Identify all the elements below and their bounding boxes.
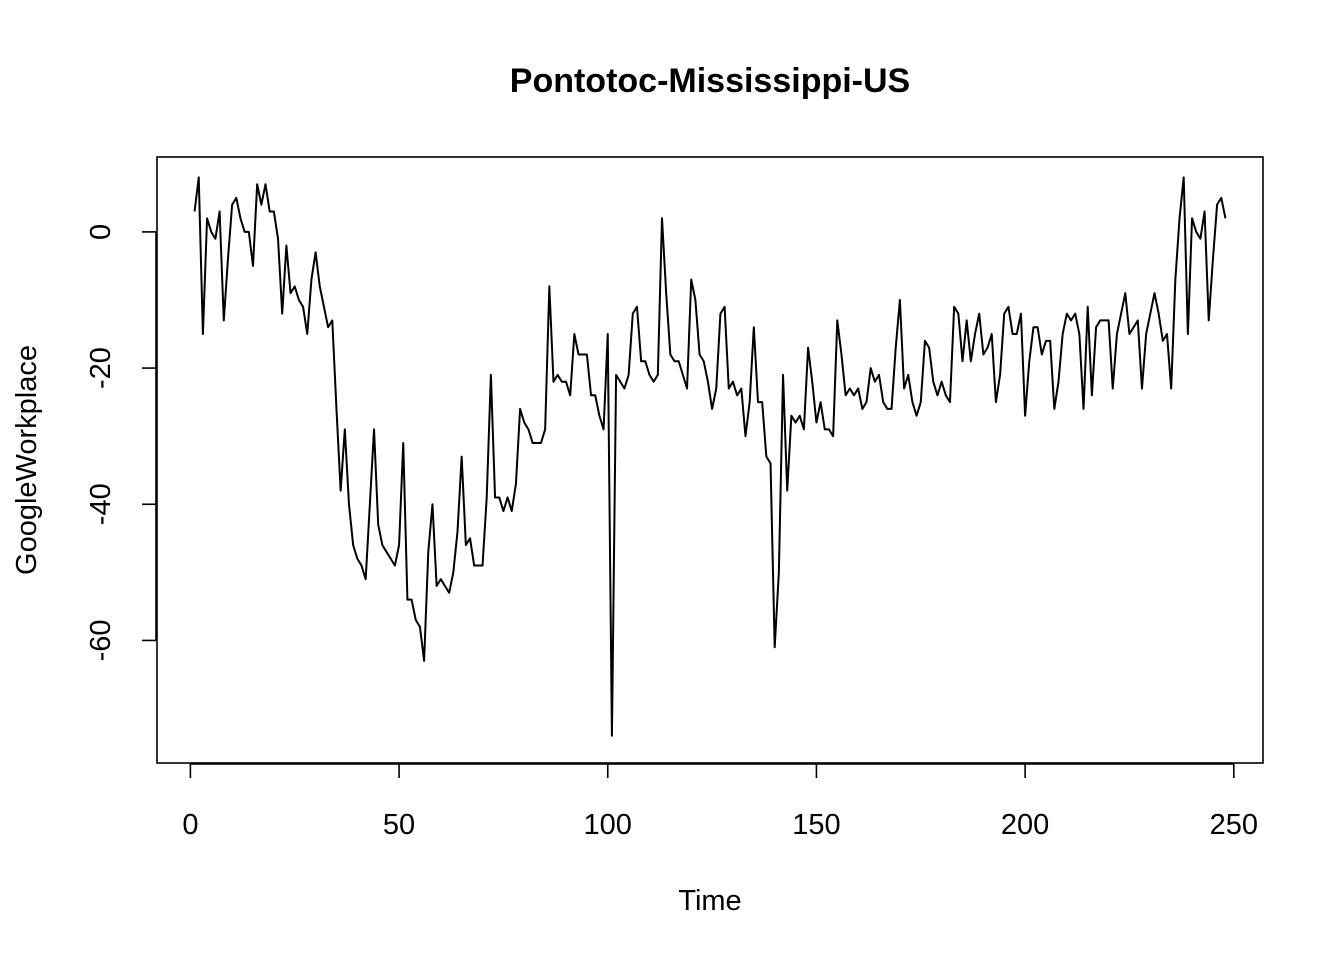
x-tick-label: 0 [182,809,198,841]
y-tick-label: -60 [85,619,117,661]
y-tick-label: -40 [85,483,117,525]
chart-title: Pontotoc-Mississippi-US [510,62,910,100]
y-axis-label: GoogleWorkplace [11,345,43,575]
y-axis: 0 -20 -40 -60 [85,224,157,661]
y-tick-label: -20 [85,347,117,389]
plot-frame [156,156,1264,764]
x-tick-label: 250 [1210,809,1258,841]
x-tick-label: 150 [792,809,840,841]
series-line [193,176,1227,737]
x-axis-label: Time [678,885,741,917]
x-tick-label: 200 [1001,809,1049,841]
x-tick-label: 50 [383,809,415,841]
x-tick-label: 100 [584,809,632,841]
x-axis: 0 50 100 150 200 250 [182,763,1258,841]
y-tick-label: 0 [85,224,117,240]
